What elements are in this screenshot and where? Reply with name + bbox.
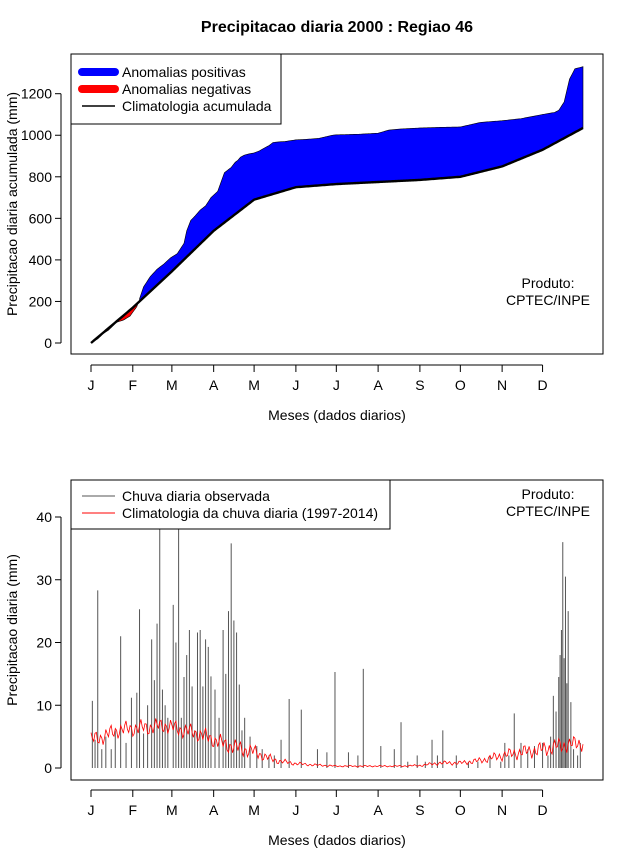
x-tick-label: J (292, 802, 299, 818)
x-tick-label: J (333, 377, 340, 393)
legend-label-positive: Anomalias positivas (122, 64, 246, 80)
y-tick-label: 800 (29, 169, 53, 185)
climatology-daily-line (90, 718, 584, 768)
y-tick-label: 0 (44, 335, 52, 351)
x-tick-label: O (455, 377, 466, 393)
legend-box-bottom (70, 479, 391, 530)
legend-label-climatology: Climatologia acumulada (122, 98, 272, 114)
credit-line-2-top: CPTEC/INPE (506, 292, 590, 308)
x-tick-label: A (209, 802, 219, 818)
y-tick-label: 200 (29, 293, 53, 309)
legend-bottom: Chuva diaria observada Climatologia da c… (70, 479, 391, 530)
plot-frame-top (70, 53, 604, 355)
y-tick-label: 30 (36, 572, 52, 588)
daily-chart: 0 10 20 30 40 J F M A M J J A S O N D Meses (dados diar… (4, 479, 604, 848)
credit-line-1-top: Produto: (522, 275, 575, 291)
x-tick-label: A (209, 377, 219, 393)
y-tick-label: 600 (29, 210, 53, 226)
y-axis-label-bottom: Precipitacao diaria (mm) (4, 554, 20, 706)
x-tick-label: F (129, 377, 138, 393)
x-tick-label: A (373, 377, 383, 393)
y-tick-label: 40 (36, 509, 52, 525)
y-axis-top: 0 200 400 600 800 1000 1200 (21, 86, 62, 351)
x-tick-label: J (88, 377, 95, 393)
x-tick-label: J (88, 802, 95, 818)
x-tick-label: M (166, 377, 178, 393)
legend-top: Anomalias positivas Anomalias negativas … (70, 53, 282, 125)
credit-line-1-bottom: Produto: (522, 486, 575, 502)
x-tick-label: D (537, 802, 547, 818)
legend-label-negative: Anomalias negativas (122, 81, 251, 97)
x-tick-label: F (129, 802, 138, 818)
credit-line-2-bottom: CPTEC/INPE (506, 503, 590, 519)
x-tick-label: N (497, 377, 507, 393)
x-tick-label: D (537, 377, 547, 393)
x-tick-label: S (415, 802, 424, 818)
x-tick-label: S (415, 377, 424, 393)
x-tick-label: M (248, 377, 260, 393)
climatology-cumulative-line (90, 126, 584, 344)
legend-label-observed: Chuva diaria observada (122, 488, 270, 504)
y-axis-label-top: Precipitacao diaria acumulada (mm) (4, 92, 20, 316)
x-tick-label: O (455, 802, 466, 818)
x-axis-label-top: Meses (dados diarios) (268, 407, 406, 423)
y-axis-bottom: 0 10 20 30 40 (36, 509, 62, 776)
chart-title: Precipitacao diaria 2000 : Regiao 46 (201, 19, 473, 36)
x-tick-label: M (248, 802, 260, 818)
x-tick-label: M (166, 802, 178, 818)
y-tick-label: 1200 (21, 86, 52, 102)
y-tick-label: 0 (44, 760, 52, 776)
y-tick-label: 1000 (21, 127, 52, 143)
x-tick-label: J (333, 802, 340, 818)
y-tick-label: 400 (29, 252, 53, 268)
x-axis-label-bottom: Meses (dados diarios) (268, 832, 406, 848)
y-tick-label: 20 (36, 635, 52, 651)
legend-label-climatology-daily: Climatologia da chuva diaria (1997-2014) (122, 505, 378, 521)
x-tick-label: A (373, 802, 383, 818)
x-tick-label: J (292, 377, 299, 393)
cumulative-chart: 0 200 400 600 800 1000 1200 J F M A M J J A S O N D Meses… (4, 53, 604, 423)
y-tick-label: 10 (36, 697, 52, 713)
x-tick-label: N (497, 802, 507, 818)
